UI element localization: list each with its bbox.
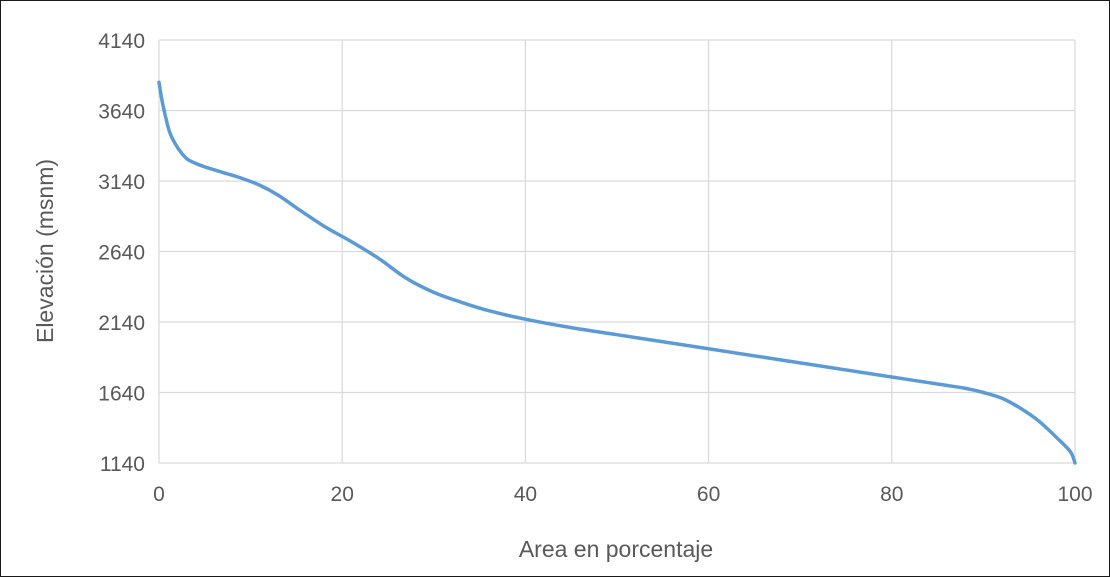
y-axis-title: Elevación (msnm) [32, 159, 58, 343]
y-tick-label: 2640 [98, 242, 145, 265]
y-tick-label: 3140 [98, 171, 145, 194]
y-tick-label: 1640 [98, 383, 145, 406]
tick-labels: 1140 1640 2140 2640 3140 3640 4140 0 20 40 60 80 100 [98, 30, 1092, 506]
x-tick-label: 100 [1057, 483, 1092, 506]
grid-layer [158, 39, 1076, 464]
x-tick-label: 0 [153, 483, 165, 506]
x-tick-label: 40 [514, 483, 537, 506]
series-line-0 [157, 80, 1077, 465]
y-tick-label: 2140 [98, 312, 145, 335]
x-tick-label: 80 [880, 483, 903, 506]
y-tick-label: 3640 [98, 101, 145, 124]
y-tick-label: 4140 [98, 30, 145, 53]
x-tick-label: 20 [331, 483, 354, 506]
y-tick-label: 1140 [100, 453, 145, 476]
series-layer [157, 80, 1077, 465]
x-axis-title: Area en porcentaje [519, 536, 713, 562]
x-tick-label: 60 [697, 483, 720, 506]
